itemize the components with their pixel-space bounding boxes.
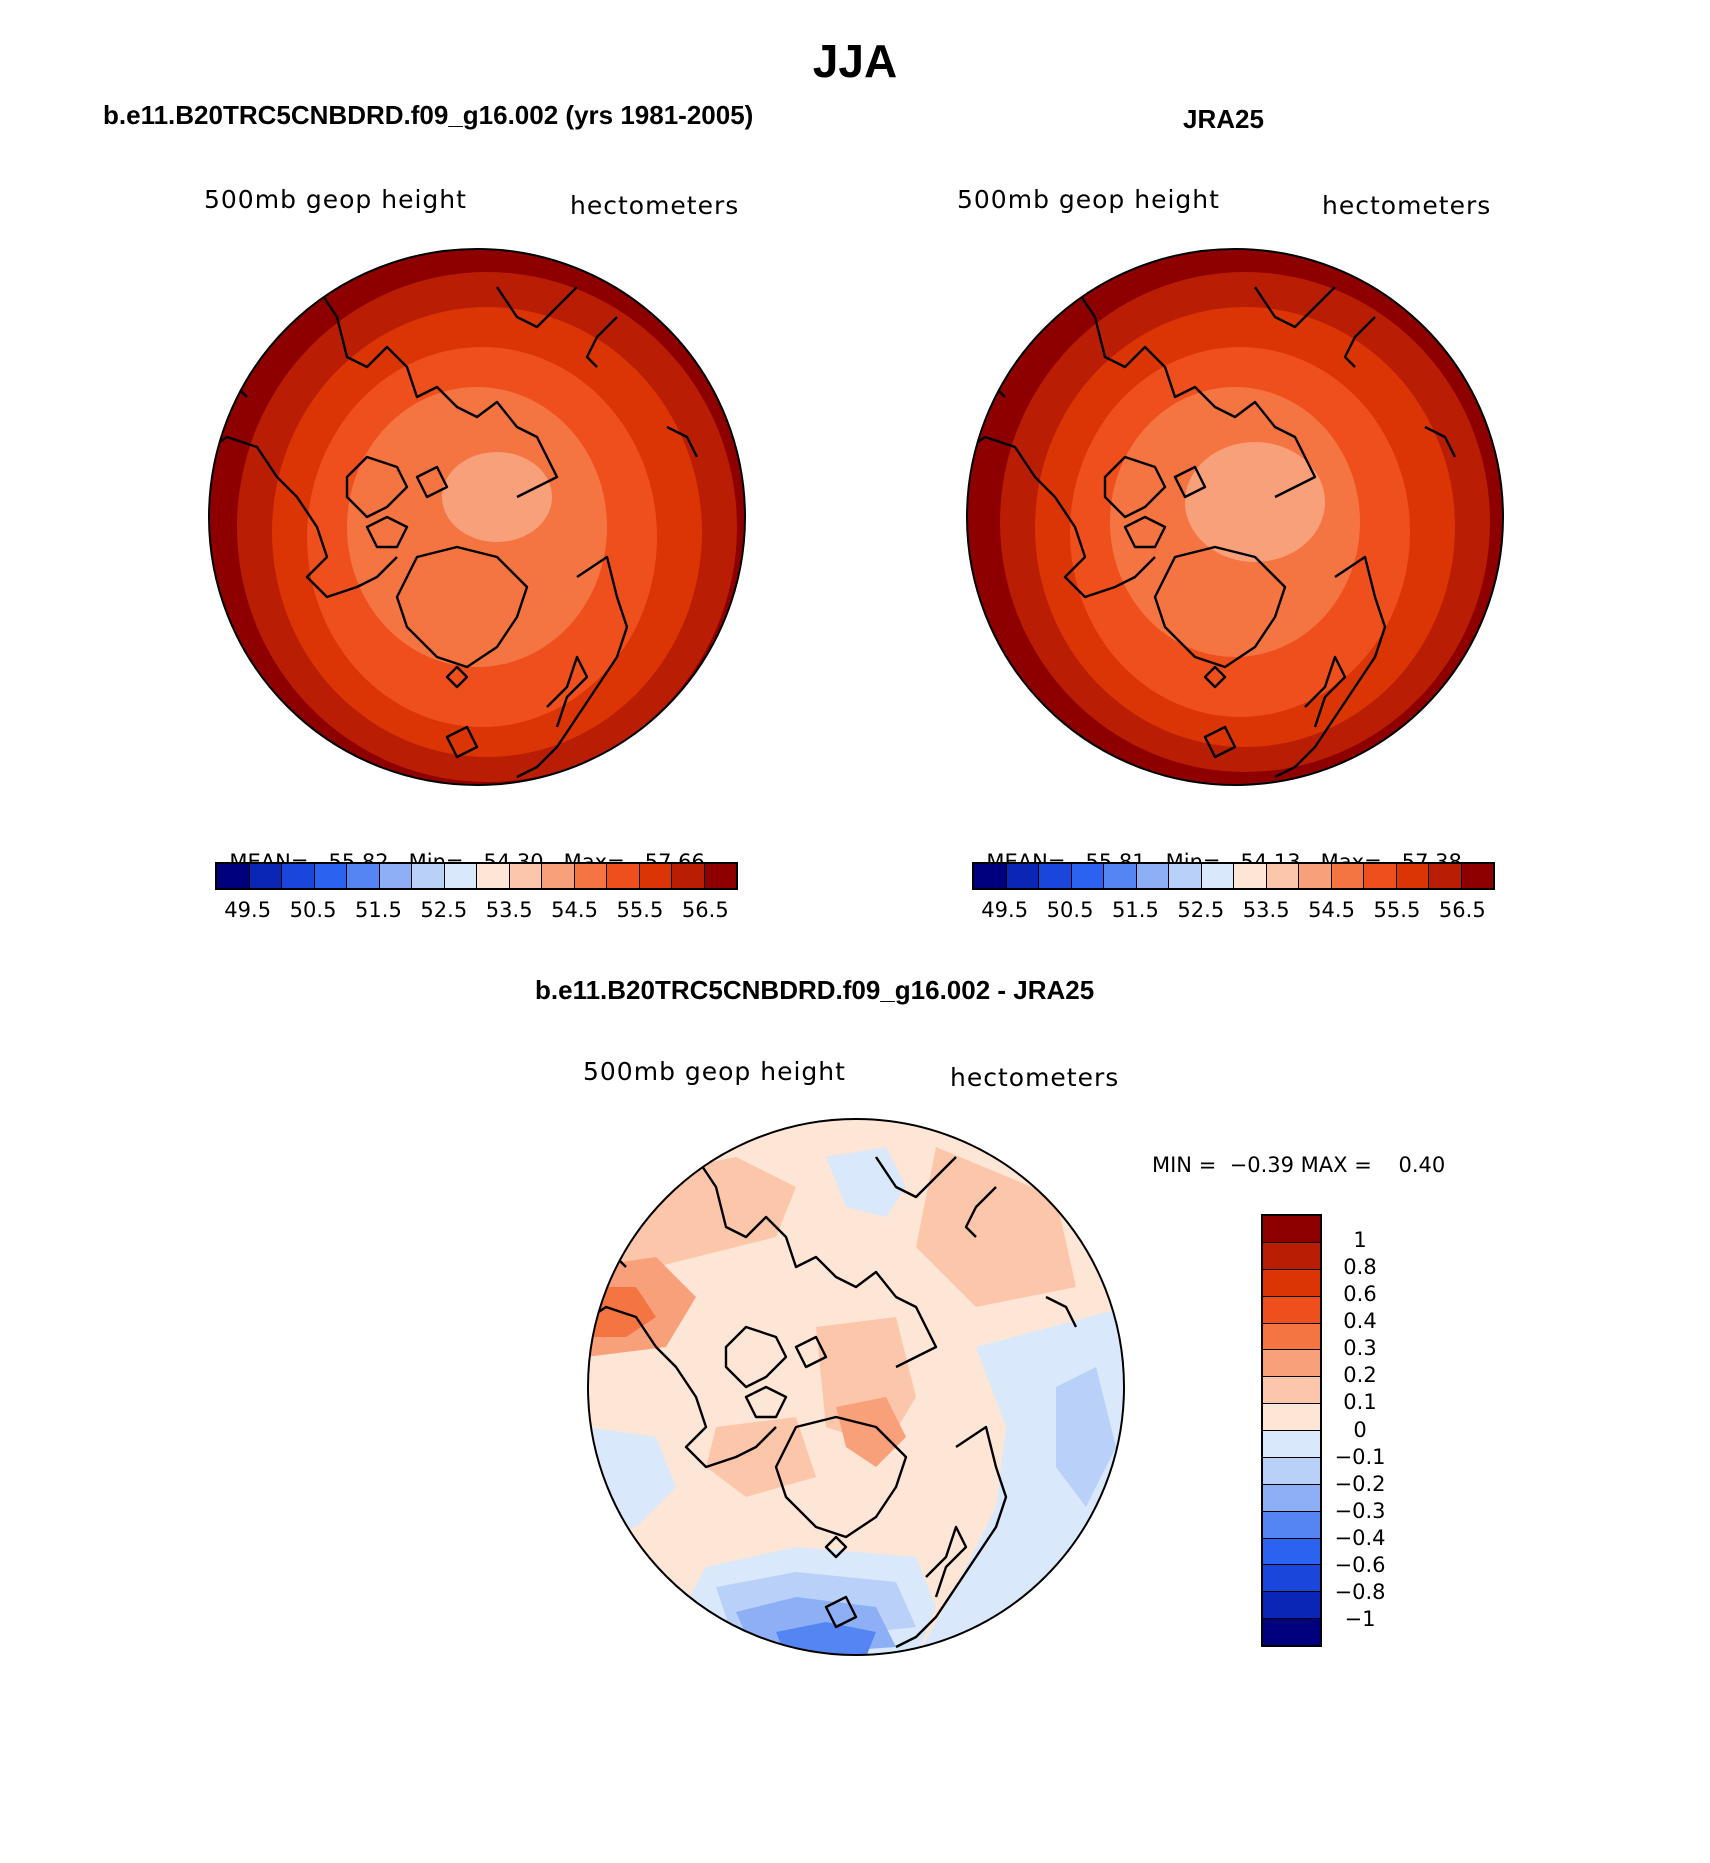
diff-colorbar-swatch	[1263, 1404, 1320, 1431]
panel2-colorbar-swatch	[974, 864, 1007, 888]
panel1-colorbar-tick-label: 54.5	[551, 898, 598, 922]
panel1-colorbar-tick-label: 49.5	[224, 898, 272, 922]
diff-colorbar-tick-label: 0.6	[1343, 1282, 1377, 1307]
diff-colorbar-swatch	[1263, 1511, 1320, 1539]
diff-colorbar-tick-label: −0.1	[1334, 1444, 1386, 1469]
diff-colorbar-tick-label: 0.3	[1343, 1336, 1377, 1361]
panel2-colorbar-swatch	[1299, 864, 1332, 888]
panel2-colorbar-swatch	[1201, 864, 1234, 888]
diff-colorbar-swatch	[1263, 1538, 1320, 1566]
diff-colorbar-swatch	[1263, 1350, 1320, 1378]
panel2-colorbar	[972, 862, 1495, 890]
panel2-colorbar-swatch	[1039, 864, 1072, 888]
diff-polar-map	[587, 1118, 1125, 1656]
diff-field-label: 500mb geop height	[583, 1057, 846, 1086]
panel1-colorbar-tick-label: 51.5	[355, 898, 402, 922]
diff-colorbar-tick-label: 1	[1353, 1228, 1367, 1253]
panel2-colorbar-swatch	[1136, 864, 1169, 888]
panel2-colorbar-swatch	[1266, 864, 1299, 888]
panel2-heading: JRA25	[1183, 104, 1264, 134]
diff-colorbar-tick-label: 0.1	[1343, 1390, 1377, 1415]
panel1-colorbar-swatch	[704, 864, 736, 888]
panel1-colorbar-swatch	[509, 864, 542, 888]
panel1-heading: b.e11.B20TRC5CNBDRD.f09_g16.002 (yrs 198…	[103, 100, 754, 130]
panel1-field-label: 500mb geop height	[204, 185, 467, 214]
panel1-colorbar-swatch	[412, 864, 445, 888]
panel1-colorbar	[215, 862, 738, 890]
diff-colorbar-tick-label: −0.6	[1334, 1552, 1386, 1577]
panel1-polar-map	[208, 248, 746, 786]
diff-colorbar-swatch	[1263, 1323, 1320, 1351]
panel1-colorbar-swatch	[249, 864, 282, 888]
page-title: JJA	[812, 35, 898, 87]
panel1-colorbar-swatch	[217, 864, 250, 888]
diff-colorbar-swatch	[1263, 1377, 1320, 1405]
panel2-colorbar-tick-label: 50.5	[1046, 898, 1094, 922]
panel2-polar-map	[966, 248, 1504, 786]
panel2-colorbar-tick-label: 52.5	[1177, 898, 1225, 922]
diff-colorbar	[1261, 1214, 1322, 1647]
diff-colorbar-swatch	[1263, 1457, 1320, 1485]
panel2-colorbar-swatch	[1364, 864, 1397, 888]
panel1-colorbar-tick-label: 53.5	[485, 898, 533, 922]
panel2-units-label: hectometers	[1322, 191, 1492, 220]
panel2-colorbar-tick-label: 53.5	[1242, 898, 1290, 922]
diff-colorbar-tick-label: 0.8	[1343, 1255, 1377, 1280]
panel1-colorbar-swatch	[607, 864, 640, 888]
diff-colorbar-swatch	[1263, 1269, 1320, 1297]
panel2-colorbar-tick-label: 55.5	[1373, 898, 1421, 922]
panel2-colorbar-swatch	[1429, 864, 1462, 888]
diff-colorbar-tick-label: −0.8	[1334, 1579, 1386, 1604]
panel1-colorbar-swatch	[672, 864, 705, 888]
panel2-colorbar-swatch	[1461, 864, 1493, 888]
panel2-colorbar-swatch	[1006, 864, 1039, 888]
panel2-colorbar-swatch	[1234, 864, 1267, 888]
panel1-colorbar-swatch	[314, 864, 347, 888]
diff-colorbar-tick-label: 0.4	[1343, 1309, 1377, 1334]
panel1-colorbar-tick-label: 50.5	[289, 898, 337, 922]
panel2-colorbar-swatch	[1396, 864, 1429, 888]
diff-colorbar-swatch	[1263, 1592, 1320, 1620]
diff-units-label: hectometers	[950, 1063, 1120, 1092]
diff-colorbar-swatch	[1263, 1565, 1320, 1593]
panel2-colorbar-swatch	[1071, 864, 1104, 888]
diff-colorbar-tick-label: −1	[1344, 1606, 1376, 1631]
panel1-colorbar-swatch	[282, 864, 315, 888]
panel2-colorbar-swatch	[1331, 864, 1364, 888]
panel1-colorbar-tick-label: 55.5	[616, 898, 664, 922]
diff-colorbar-tick-label: −0.2	[1334, 1471, 1386, 1496]
diff-colorbar-swatch	[1263, 1242, 1320, 1270]
panel1-colorbar-swatch	[347, 864, 380, 888]
panel2-colorbar-swatch	[1104, 864, 1137, 888]
diff-colorbar-tick-label: −0.3	[1334, 1498, 1386, 1523]
panel2-colorbar-swatch	[1169, 864, 1202, 888]
diff-colorbar-swatch	[1263, 1431, 1320, 1458]
panel1-colorbar-swatch	[574, 864, 607, 888]
diff-colorbar-swatch	[1263, 1216, 1320, 1243]
panel2-colorbar-tick-label: 49.5	[981, 898, 1029, 922]
panel2-colorbar-tick-label: 51.5	[1112, 898, 1159, 922]
panel2-colorbar-tick-label: 56.5	[1438, 898, 1486, 922]
panel1-colorbar-tick-label: 52.5	[420, 898, 468, 922]
panel1-colorbar-swatch	[639, 864, 672, 888]
panel2-colorbar-tick-label: 54.5	[1308, 898, 1355, 922]
panel2-field-label: 500mb geop height	[957, 185, 1220, 214]
diff-heading: b.e11.B20TRC5CNBDRD.f09_g16.002 - JRA25	[535, 975, 1095, 1005]
diff-colorbar-swatch	[1263, 1296, 1320, 1324]
panel1-colorbar-swatch	[444, 864, 477, 888]
panel1-colorbar-swatch	[542, 864, 575, 888]
diff-colorbar-swatch	[1263, 1619, 1320, 1645]
panel1-units-label: hectometers	[570, 191, 740, 220]
panel1-colorbar-tick-label: 56.5	[681, 898, 729, 922]
diff-colorbar-tick-label: −0.4	[1334, 1525, 1386, 1550]
diff-colorbar-swatch	[1263, 1484, 1320, 1512]
diff-colorbar-tick-label: 0	[1353, 1417, 1367, 1442]
panel1-colorbar-swatch	[379, 864, 412, 888]
panel1-colorbar-swatch	[477, 864, 510, 888]
diff-colorbar-tick-label: 0.2	[1343, 1363, 1377, 1388]
diff-minmax: MIN = −0.39 MAX = 0.40	[1152, 1153, 1446, 1177]
